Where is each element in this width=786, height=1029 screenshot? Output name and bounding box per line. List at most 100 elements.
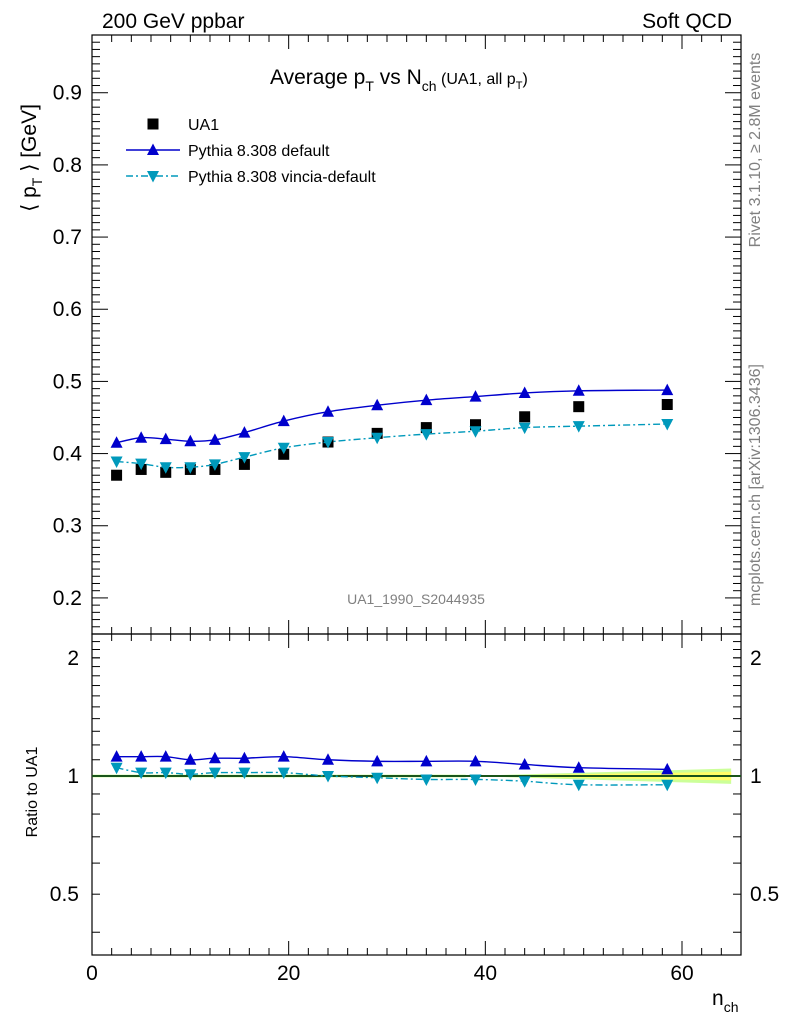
data-point [208,751,221,764]
y-tick-label: 0.3 [53,515,82,538]
series-0 [111,399,673,481]
y-tick-label: 0.7 [53,226,82,249]
data-point [371,772,384,785]
legend-label: UA1 [188,117,219,134]
y-axis-label: ⟨ pT ⟩ [GeV] [18,104,45,212]
data-point [518,386,531,398]
ratio-y-tick-label: 2 [67,647,79,670]
data-point [572,384,585,396]
data-point [469,426,482,438]
data-point [277,767,290,780]
data-point [519,411,531,423]
data-point [322,771,334,783]
data-point [420,774,433,786]
chart-title: Average pT vs Nch (UA1, all pT) [270,66,528,94]
data-point [371,432,384,445]
x-tick-label: 40 [474,962,497,985]
data-point [159,432,172,445]
header-left: 200 GeV ppbar [102,10,244,33]
data-point [135,767,148,780]
data-point [147,171,159,183]
data-point [572,761,585,773]
y-tick-label: 0.4 [53,443,83,466]
legend-label: Pythia 8.308 vincia-default [188,169,376,186]
data-point [470,419,481,431]
x-tick-label: 20 [277,962,300,985]
data-point [159,767,172,780]
ratio-line [116,755,668,771]
data-point [322,405,334,417]
y-tick-label: 0.5 [53,370,82,393]
x-tick-label: 0 [86,962,98,985]
data-point [111,469,123,481]
header-right: Soft QCD [642,10,732,33]
data-point [184,753,197,765]
ratio-panel-frame [91,633,742,956]
data-point [572,779,585,792]
data-point [135,750,148,762]
data-point [208,433,221,445]
data-point [208,459,221,471]
ratio-y-tick-label: 1 [67,765,79,788]
rivet-label: Rivet 3.1.10, ≥ 2.8M events [747,53,764,248]
legend: UA1 Pythia 8.308 default Pythia 8.308 vinc… [126,117,376,186]
data-point [159,750,172,762]
series-line [116,389,668,444]
data-point [420,754,433,767]
analysis-watermark: UA1_1990_S2044935 [347,591,485,607]
y-tick-label: 0.9 [53,82,82,105]
ratio-y-tick-label-right: 2 [750,647,762,670]
series-1 [110,383,674,775]
ratio-y-tick-label: 0.5 [50,883,79,906]
data-point [420,422,432,434]
data-point [420,429,433,441]
data-point [322,753,334,765]
data-point [661,762,674,775]
x-axis-label: nch [712,987,738,1015]
axes: 0 20 40 60 0.2 0.3 0.4 0.5 0.6 0.7 0.8 0.9 0.5 0.5 1 1 2… [50,34,779,985]
data-point [110,436,123,448]
data-point [238,458,250,470]
data-point [147,118,159,130]
ratio-y-tick-label-right: 0.5 [750,883,779,906]
data-point [147,143,159,155]
y-tick-label: 0.6 [53,298,82,321]
ratio-y-tick-label-right: 1 [750,765,762,788]
data-point [238,767,251,780]
data-point [518,757,531,770]
data-point [277,442,290,455]
data-point [238,751,251,764]
data-point [135,458,148,471]
data-point [371,398,384,411]
data-point [661,779,674,792]
data-point [322,437,334,449]
y-tick-label: 0.2 [53,587,82,610]
series-2 [110,418,674,792]
data-point [184,769,197,781]
data-point [110,750,123,762]
data-point [135,431,148,443]
data-point [277,414,290,427]
data-point [469,390,482,402]
data-point [110,762,123,775]
data-point [572,421,585,433]
ratio-y-axis-label: Ratio to UA1 [24,747,41,838]
data-point [371,754,384,767]
data-point [420,393,433,406]
data-point [661,399,673,411]
data-point [159,462,172,474]
data-point [238,452,251,464]
data-point [518,776,531,788]
data-point [184,462,197,474]
mcplots-label: mcplots.cern.ch [arXiv:1306.3436] [747,364,764,606]
data-point [518,422,531,435]
legend-label: Pythia 8.308 default [188,143,330,160]
data-point [661,418,674,431]
x-tick-label: 60 [670,962,693,985]
y-tick-label: 0.8 [53,154,82,177]
data-point [573,401,585,413]
data-point [469,774,482,786]
series-line [116,423,668,469]
